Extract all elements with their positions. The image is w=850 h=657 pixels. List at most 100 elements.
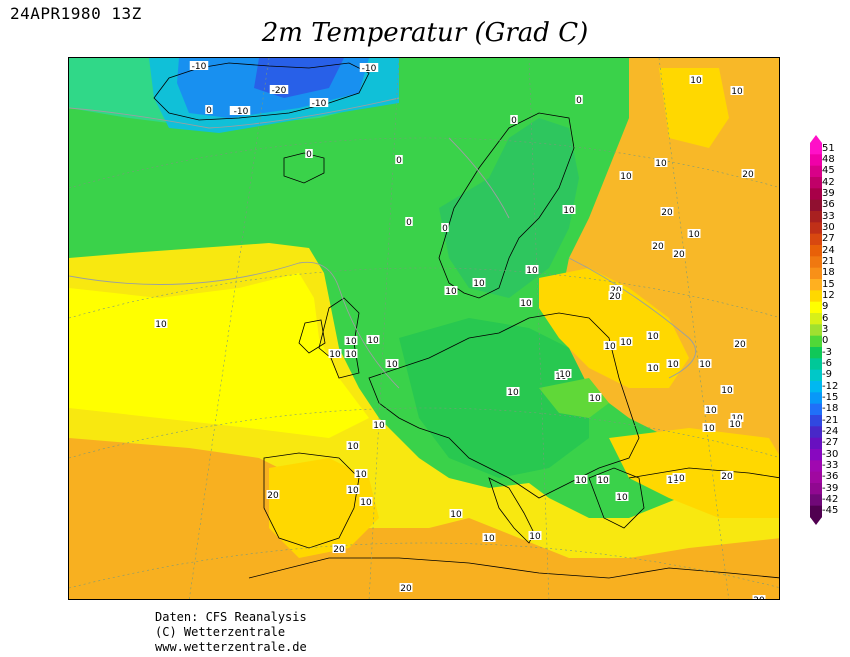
contour-label-background	[672, 473, 686, 482]
contour-label: 10	[589, 394, 601, 404]
contour-label-background	[608, 291, 622, 300]
contour-label: 10	[604, 342, 616, 352]
legend-swatch	[810, 392, 822, 405]
legend-swatch	[810, 290, 822, 303]
legend-swatch	[810, 256, 822, 269]
legend-tick-label: 9	[822, 301, 829, 313]
legend-swatch	[810, 188, 822, 201]
legend-tick-label: 0	[822, 335, 829, 347]
contour-label: 10	[667, 360, 679, 370]
legend-colorbar	[810, 135, 822, 525]
contour-label-background	[609, 285, 623, 294]
contour-label-background	[359, 63, 379, 72]
contour-label-background	[346, 485, 360, 494]
contour-label: 20	[609, 292, 621, 302]
contour-label: 10	[347, 486, 359, 496]
contour-label-background	[687, 229, 701, 238]
contour-label: 0	[396, 156, 402, 166]
contour-label: 10	[520, 299, 532, 309]
contour-label: 10	[526, 266, 538, 276]
contour-label-background	[399, 583, 413, 592]
contour-label: 10	[563, 206, 575, 216]
contour-label: 0	[206, 106, 212, 116]
contour-label: -20	[272, 86, 287, 96]
contour-label-background	[666, 359, 680, 368]
contour-label: 10	[483, 534, 495, 544]
legend-swatch	[810, 449, 822, 461]
legend-swatch	[810, 143, 822, 155]
contour-label: 10	[729, 420, 741, 430]
contour-label-background	[405, 217, 413, 226]
legend-tick-label: 45	[822, 165, 835, 177]
legend-tick-label: 33	[822, 210, 835, 222]
legend-tick-label: 24	[822, 244, 835, 256]
contour-label-background	[344, 349, 358, 358]
contour-label-background	[689, 75, 703, 84]
legend-tick-label: -6	[822, 358, 832, 369]
contour-label-background	[574, 475, 588, 484]
contour-label-background	[741, 169, 755, 178]
contour-label: 10	[721, 386, 733, 396]
legend-swatch	[810, 381, 822, 393]
legend-swatch	[810, 415, 822, 427]
legend-swatch	[810, 301, 822, 314]
contour-label-background	[305, 149, 313, 158]
contour-label: 20	[267, 491, 279, 501]
contour-label-background	[449, 509, 463, 518]
legend-tick-label: -24	[822, 426, 839, 437]
contour-label-background	[720, 471, 734, 480]
legend-tick-label: -21	[822, 414, 839, 426]
legend-swatch	[810, 460, 822, 473]
legend-swatch	[810, 426, 822, 439]
contour-label-background	[558, 369, 572, 378]
legend-swatch	[810, 233, 822, 246]
contour-label: 10	[620, 172, 632, 182]
contour-label-background	[603, 341, 617, 350]
contour-label: 20	[333, 545, 345, 555]
contour-label: 20	[721, 472, 733, 482]
legend-max-arrow	[810, 135, 822, 143]
legend-tick-label: -39	[822, 482, 839, 494]
contour-label-background	[704, 405, 718, 414]
legend-swatch	[810, 267, 822, 280]
legend-swatch	[810, 347, 822, 359]
legend-swatch	[810, 369, 822, 382]
legend-tick-label: -45	[822, 505, 839, 517]
credits-copyright: (C) Wetterzentrale	[155, 625, 286, 639]
contour-label: 10	[355, 470, 367, 480]
contour-label: 10	[673, 474, 685, 484]
contour-label-background	[328, 349, 342, 358]
contour-label: 10	[703, 424, 715, 434]
contour-label: 10	[345, 350, 357, 360]
iberia-africa-warm-field	[69, 438, 779, 599]
legend-tick-label: 12	[822, 290, 835, 301]
legend-tick-label: 15	[822, 278, 835, 290]
legend-swatch	[810, 222, 822, 235]
contour-label: 10	[699, 360, 711, 370]
contour-label: 20	[753, 596, 765, 600]
legend-tick-label: -33	[822, 460, 839, 471]
contour-label: 0	[442, 224, 448, 234]
legend-tick-label: -9	[822, 369, 832, 381]
hungary-cool-patch	[539, 378, 609, 418]
contour-label: 10	[367, 336, 379, 346]
contour-label-background	[646, 331, 660, 340]
legend-swatch	[810, 483, 822, 495]
legend-swatch	[810, 279, 822, 291]
contour-label-background	[506, 387, 520, 396]
contour-label-background	[472, 278, 486, 287]
contour-label: 10	[575, 476, 587, 486]
contour-label-background	[344, 336, 358, 345]
legend-swatch	[810, 165, 822, 178]
legend-swatch	[810, 211, 822, 223]
legend-tick-label: 3	[822, 324, 829, 335]
contour-label-background	[395, 155, 403, 164]
contour-label-background	[359, 497, 373, 506]
contour-label-background	[205, 105, 213, 114]
legend-tick-label: -15	[822, 392, 839, 403]
contour-label-background	[354, 469, 368, 478]
contour-label-background	[660, 207, 674, 216]
contour-label-background	[654, 158, 668, 167]
contour-label: 10	[731, 87, 743, 97]
chart-title: 2m Temperatur (Grad C)	[261, 18, 589, 48]
